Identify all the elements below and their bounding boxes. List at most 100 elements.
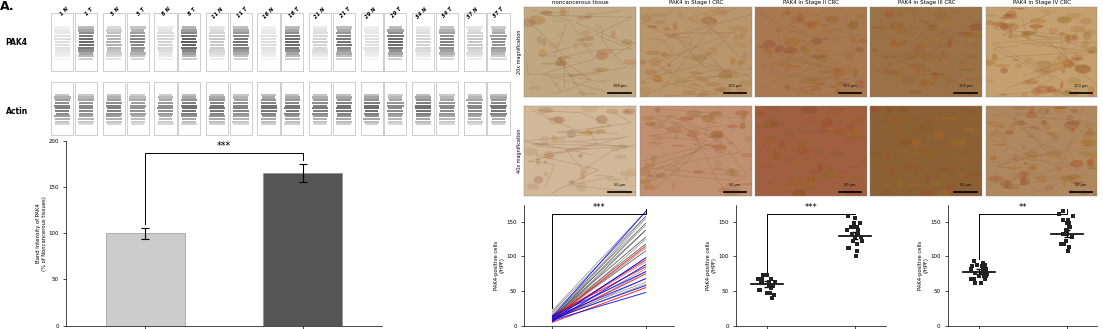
Ellipse shape (822, 29, 834, 35)
Ellipse shape (793, 89, 808, 94)
Bar (79, 110, 93, 112)
Ellipse shape (824, 37, 827, 40)
Ellipse shape (1053, 105, 1063, 114)
Ellipse shape (1004, 180, 1013, 189)
Bar (106, 105, 121, 107)
Ellipse shape (859, 38, 867, 41)
Ellipse shape (687, 131, 699, 138)
Ellipse shape (971, 128, 983, 135)
Point (848, 228, 866, 233)
Ellipse shape (772, 152, 781, 161)
Bar (416, 94, 430, 96)
Ellipse shape (727, 189, 740, 196)
Bar (158, 58, 173, 60)
Ellipse shape (796, 142, 806, 149)
Bar (388, 99, 403, 101)
Ellipse shape (837, 145, 842, 154)
Ellipse shape (957, 174, 963, 178)
Bar (388, 113, 403, 115)
Ellipse shape (552, 136, 557, 142)
Ellipse shape (622, 39, 632, 45)
Bar (158, 49, 173, 52)
Ellipse shape (835, 88, 839, 92)
Ellipse shape (1052, 88, 1061, 94)
Bar (467, 52, 483, 55)
Ellipse shape (783, 47, 797, 54)
Text: 21 N: 21 N (313, 7, 326, 20)
Ellipse shape (1040, 67, 1057, 73)
Bar (336, 52, 352, 55)
Ellipse shape (1027, 135, 1034, 137)
Point (963, 264, 981, 269)
Ellipse shape (709, 135, 724, 138)
Ellipse shape (641, 81, 646, 84)
Ellipse shape (904, 5, 920, 13)
Point (762, 276, 780, 281)
Ellipse shape (762, 47, 773, 54)
Ellipse shape (711, 130, 724, 139)
Bar (285, 58, 300, 60)
Bar (182, 94, 196, 96)
Bar (492, 123, 505, 125)
Bar (55, 58, 69, 60)
Ellipse shape (847, 128, 863, 138)
Ellipse shape (606, 109, 619, 114)
Ellipse shape (843, 115, 857, 122)
Ellipse shape (845, 52, 853, 60)
Ellipse shape (647, 175, 653, 177)
Ellipse shape (992, 54, 997, 61)
Ellipse shape (843, 188, 853, 193)
Bar (387, 110, 404, 112)
Ellipse shape (752, 109, 763, 117)
Ellipse shape (718, 188, 729, 192)
Ellipse shape (660, 53, 673, 56)
Ellipse shape (740, 27, 748, 34)
Bar (416, 44, 430, 46)
Bar (208, 26, 225, 29)
Bar (130, 46, 144, 49)
Point (976, 262, 994, 267)
Bar (312, 49, 329, 52)
Bar (336, 32, 352, 35)
Point (972, 280, 989, 285)
Ellipse shape (665, 115, 677, 117)
Bar (491, 105, 506, 107)
Point (1054, 231, 1072, 236)
Bar (365, 32, 378, 35)
Point (978, 272, 996, 277)
Bar (210, 44, 224, 46)
Bar (131, 29, 144, 32)
Bar (130, 107, 146, 109)
Bar (233, 123, 249, 125)
Ellipse shape (887, 56, 898, 59)
Ellipse shape (792, 162, 800, 167)
Bar (210, 32, 225, 35)
Ellipse shape (652, 75, 658, 77)
Bar (436, 13, 458, 71)
Ellipse shape (568, 74, 574, 77)
Point (1059, 218, 1077, 223)
Point (760, 279, 778, 285)
Bar (159, 29, 172, 32)
Ellipse shape (544, 151, 554, 160)
Text: 100 μm: 100 μm (613, 84, 627, 89)
Point (1058, 238, 1075, 243)
Ellipse shape (892, 38, 896, 43)
Bar (388, 46, 403, 49)
Ellipse shape (664, 68, 672, 74)
Bar (312, 113, 328, 115)
Bar (261, 46, 276, 49)
Bar (285, 118, 300, 120)
Bar (468, 58, 482, 60)
Y-axis label: Band Intensity of PAK4
(% of Noncancerous tissues): Band Intensity of PAK4 (% of Noncancerou… (36, 196, 47, 270)
Ellipse shape (936, 55, 941, 63)
Ellipse shape (992, 144, 1007, 146)
Ellipse shape (999, 23, 1008, 30)
Bar (210, 105, 224, 107)
Bar (106, 35, 121, 37)
Y-axis label: PAK4-positive cells
(/HPF): PAK4-positive cells (/HPF) (706, 240, 717, 290)
Bar (55, 121, 69, 123)
Ellipse shape (987, 176, 1004, 182)
Bar (388, 58, 403, 60)
Bar (154, 82, 176, 135)
